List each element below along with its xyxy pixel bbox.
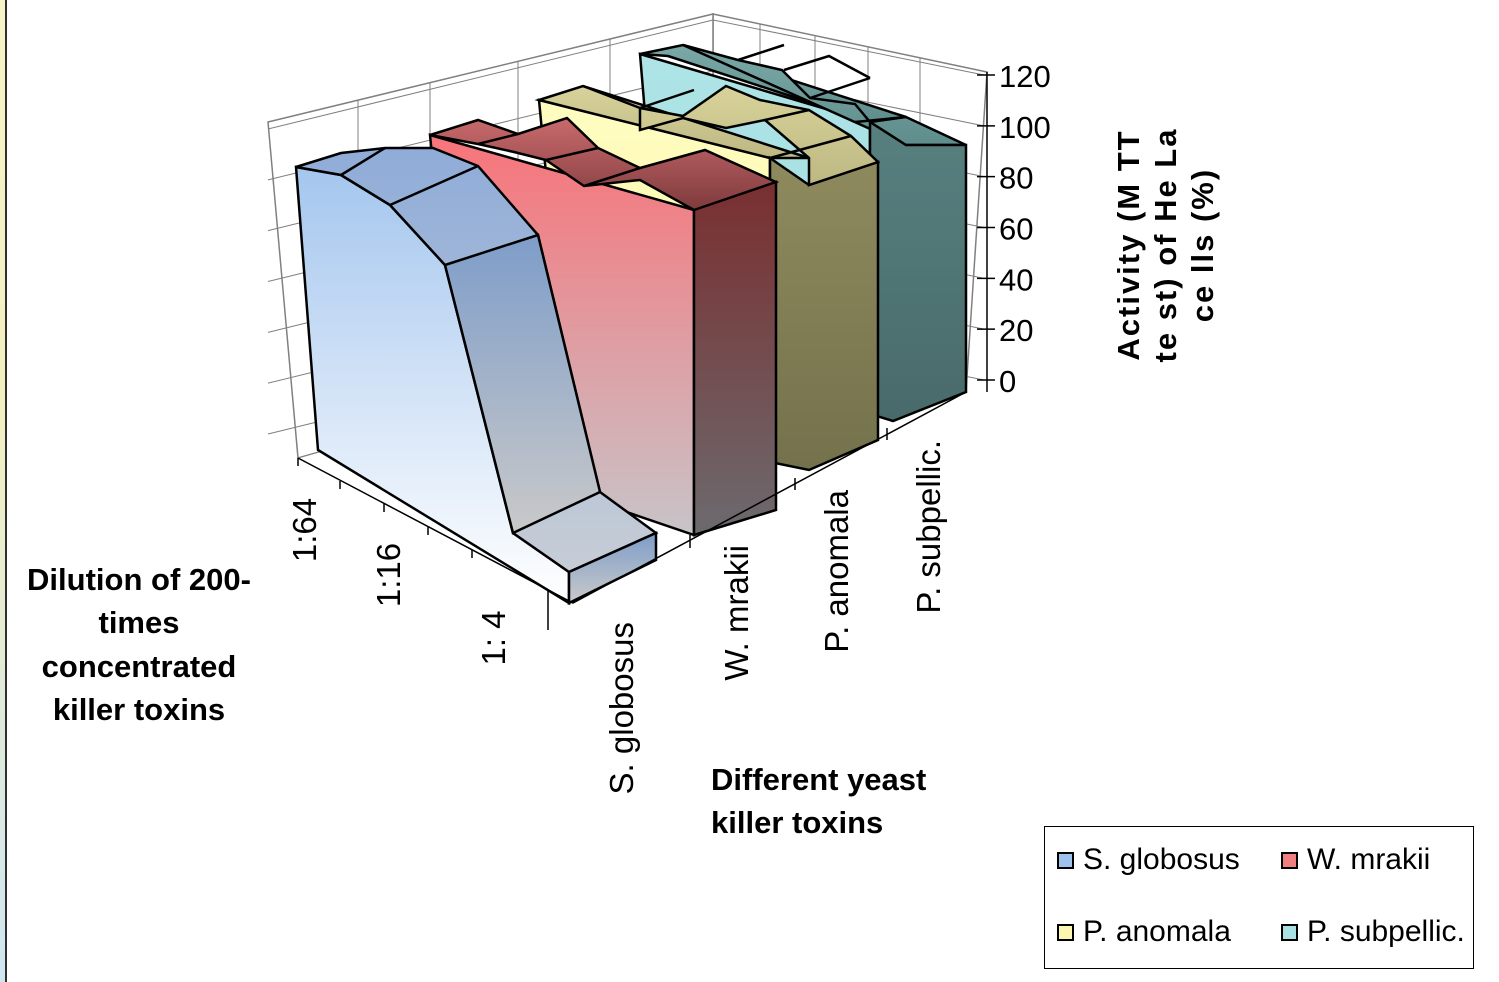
legend-swatch-icon — [1057, 851, 1074, 869]
legend-swatch-icon — [1281, 851, 1298, 869]
x-axis-title: Dilution of 200- times concentrated kill… — [4, 558, 274, 732]
legend: S. globosus W. mrakii P. anomala P. subp… — [1044, 826, 1474, 969]
x-tick-label: 1:16 — [370, 543, 407, 607]
legend-item-p-subpellic: P. subpellic. — [1281, 915, 1465, 949]
y-title-line-2: te st) of He La — [1148, 127, 1184, 363]
series-ribbon-s-globosus — [294, 146, 659, 606]
ribbon-side — [868, 119, 968, 423]
z-title-line-1: Different yeast — [711, 762, 927, 797]
x-tick-label: 1: 4 — [475, 610, 512, 665]
legend-item-p-anomala: P. anomala — [1057, 915, 1231, 949]
ribbon-side-lower — [567, 531, 658, 606]
x-title-line-4: killer toxins — [52, 692, 226, 728]
ribbon-side — [692, 180, 778, 537]
ribbon-side — [768, 155, 880, 472]
legend-swatch-icon — [1057, 923, 1074, 941]
z-tick-label: P. subpellic. — [910, 440, 947, 614]
x-title-line-3: concentrated — [41, 648, 237, 684]
legend-item-w-mrakii: W. mrakii — [1281, 843, 1430, 877]
gridline-back — [712, 19, 985, 76]
x-tick-labels: 1:64 1:16 1: 4 — [286, 498, 512, 666]
z-tick-label: W. mrakii — [718, 545, 755, 681]
legend-label: P. subpellic. — [1307, 915, 1465, 948]
gridline-side — [267, 19, 714, 130]
left-edge-strip — [0, 0, 7, 982]
x-tick-label: 1:64 — [286, 498, 323, 562]
legend-label: S. globosus — [1083, 843, 1240, 876]
y-title-line-3: ce lls (%) — [1185, 167, 1221, 323]
y-tick-label: 80 — [999, 161, 1033, 196]
legend-item-s-globosus: S. globosus — [1057, 843, 1240, 877]
y-tick-label: 120 — [999, 59, 1051, 94]
z-tick-labels: S. globosus W. mrakii P. anomala P. subpell… — [603, 440, 947, 794]
y-tick-label: 100 — [999, 110, 1051, 145]
legend-label: P. anomala — [1083, 915, 1231, 948]
y-title-line-1: Activity (M TT — [1111, 129, 1147, 361]
y-tick-label: 20 — [999, 313, 1033, 348]
y-tick-label: 40 — [999, 262, 1033, 297]
x-title-line-2: times — [98, 605, 180, 641]
y-tick-label: 60 — [999, 212, 1033, 247]
z-axis-title: Different yeast killer toxins — [711, 758, 926, 845]
y-tick-label: 0 — [999, 364, 1016, 399]
legend-label: W. mrakii — [1307, 843, 1431, 876]
z-tick-label: S. globosus — [603, 622, 640, 794]
y-axis: 0 20 40 60 80 100 120 — [977, 59, 1051, 399]
ribbon-side — [443, 233, 602, 535]
y-axis-title: Activity (M TT te st) of He La ce lls (%… — [1110, 95, 1222, 395]
x-title-line-1: Dilution of 200- — [27, 562, 251, 597]
legend-swatch-icon — [1281, 923, 1298, 941]
x-z-axes — [297, 391, 967, 630]
z-title-line-2: killer toxins — [711, 805, 884, 841]
z-tick-label: P. anomala — [818, 489, 855, 652]
